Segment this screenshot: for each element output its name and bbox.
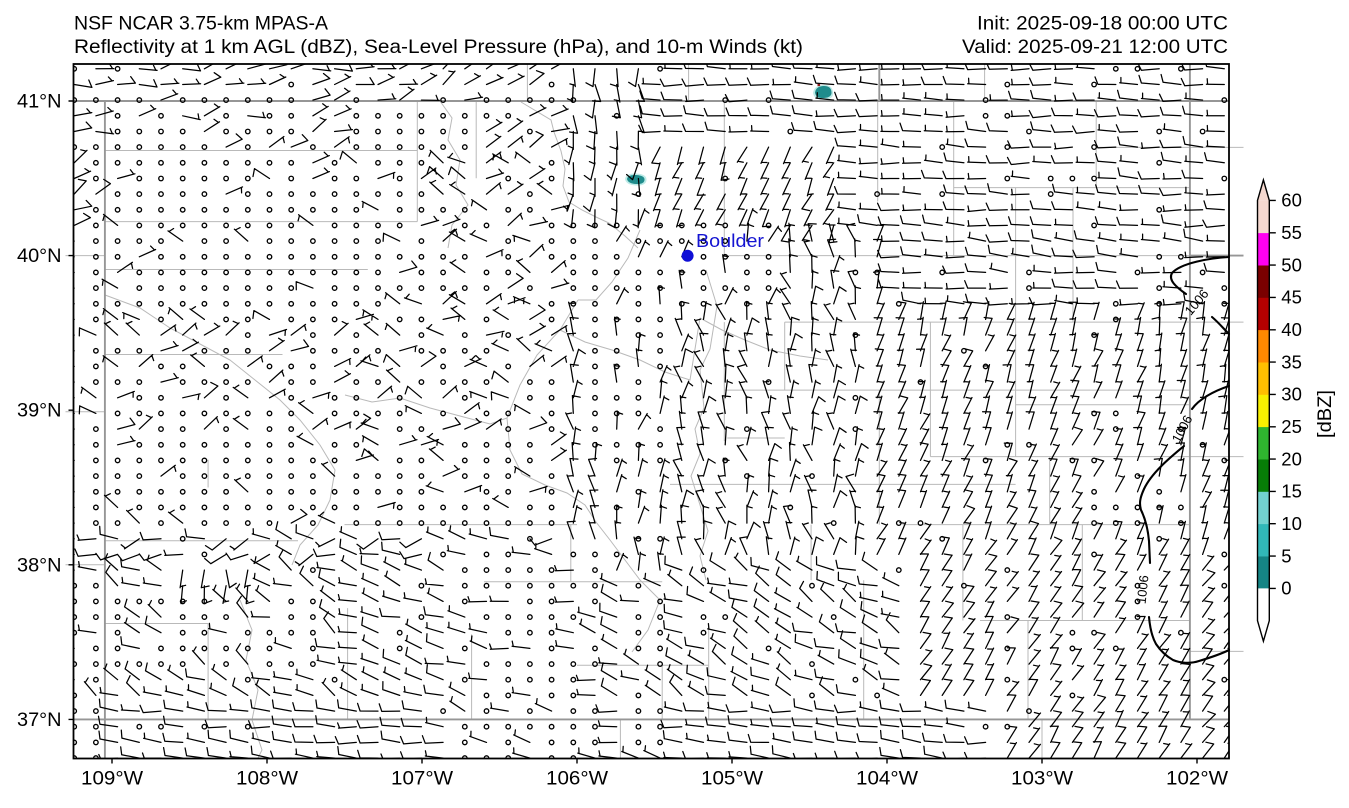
svg-text:25: 25 bbox=[1281, 416, 1302, 437]
svg-text:40°N: 40°N bbox=[17, 246, 62, 267]
svg-text:50: 50 bbox=[1281, 254, 1302, 275]
svg-text:107°W: 107°W bbox=[391, 769, 453, 790]
svg-text:103°W: 103°W bbox=[1011, 769, 1073, 790]
svg-text:104°W: 104°W bbox=[856, 769, 918, 790]
svg-text:39°N: 39°N bbox=[17, 401, 62, 422]
svg-text:41°N: 41°N bbox=[17, 92, 62, 113]
svg-text:Reflectivity at 1 km AGL (dBZ): Reflectivity at 1 km AGL (dBZ), Sea-Leve… bbox=[74, 36, 803, 58]
svg-text:35: 35 bbox=[1281, 351, 1302, 372]
svg-text:45: 45 bbox=[1281, 287, 1302, 308]
svg-text:1006: 1006 bbox=[1134, 574, 1152, 604]
svg-text:20: 20 bbox=[1281, 448, 1302, 469]
svg-text:10: 10 bbox=[1281, 513, 1302, 534]
svg-text:40: 40 bbox=[1281, 319, 1302, 340]
svg-text:30: 30 bbox=[1281, 384, 1302, 405]
svg-text:[dBZ]: [dBZ] bbox=[1315, 390, 1336, 438]
svg-text:108°W: 108°W bbox=[236, 769, 298, 790]
svg-text:0: 0 bbox=[1281, 578, 1291, 599]
svg-text:15: 15 bbox=[1281, 481, 1302, 502]
svg-text:106°W: 106°W bbox=[546, 769, 608, 790]
svg-text:55: 55 bbox=[1281, 222, 1302, 243]
svg-text:37°N: 37°N bbox=[17, 710, 62, 731]
svg-text:38°N: 38°N bbox=[17, 555, 62, 576]
svg-text:Boulder: Boulder bbox=[696, 231, 764, 251]
svg-text:5: 5 bbox=[1281, 545, 1291, 566]
svg-text:Init: 2025-09-18 00:00 UTC: Init: 2025-09-18 00:00 UTC bbox=[977, 12, 1228, 34]
svg-text:102°W: 102°W bbox=[1166, 769, 1228, 790]
svg-text:105°W: 105°W bbox=[701, 769, 763, 790]
svg-text:60: 60 bbox=[1281, 190, 1302, 211]
svg-text:109°W: 109°W bbox=[81, 769, 143, 790]
svg-text:Valid: 2025-09-21 12:00 UTC: Valid: 2025-09-21 12:00 UTC bbox=[962, 36, 1228, 58]
svg-text:NSF NCAR 3.75-km MPAS-A: NSF NCAR 3.75-km MPAS-A bbox=[74, 12, 328, 34]
